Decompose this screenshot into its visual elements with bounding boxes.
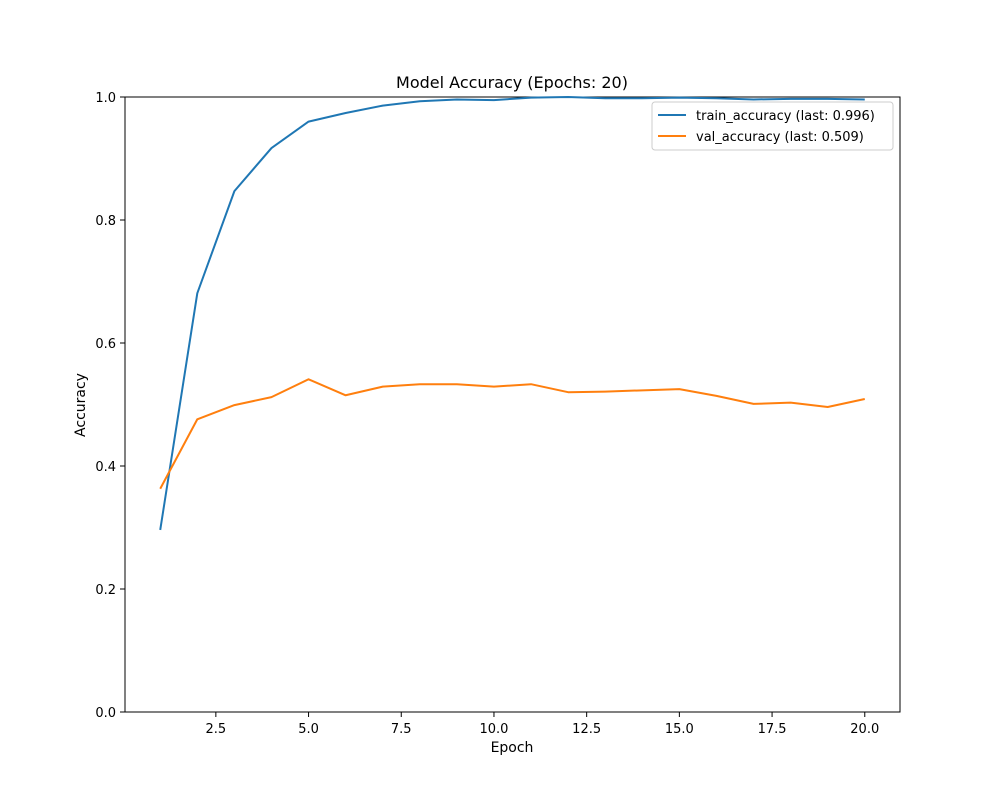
legend-label: train_accuracy (last: 0.996)	[696, 109, 875, 124]
y-axis-label: Accuracy	[73, 373, 89, 437]
y-tick-label: 0.2	[95, 583, 116, 598]
x-tick-label: 5.0	[298, 722, 319, 737]
legend: train_accuracy (last: 0.996) val_accuracy…	[651, 101, 894, 151]
x-axis-label: Epoch	[491, 740, 534, 756]
x-tick-label: 17.5	[758, 722, 787, 737]
x-tick-label: 2.5	[206, 722, 227, 737]
y-tick-label: 0.8	[95, 214, 116, 229]
y-tick-label: 0.0	[95, 706, 116, 721]
val-accuracy-line	[159, 378, 865, 490]
x-tick-label: 10.0	[479, 722, 508, 737]
x-tick-label: 7.5	[391, 722, 412, 737]
x-tick-label: 20.0	[850, 722, 879, 737]
chart-title: Model Accuracy (Epochs: 20)	[396, 73, 628, 92]
x-tick-label: 12.5	[572, 722, 601, 737]
legend-label: val_accuracy (last: 0.509)	[696, 130, 864, 145]
axes-frame	[124, 96, 901, 713]
y-tick-label: 0.4	[95, 460, 116, 475]
y-tick-label: 1.0	[95, 91, 116, 106]
plot-area: 2.5 5.0 7.5 10.0 12.5 15.0 17.5 20.0 0.0 0.2 0.4 0.…	[95, 91, 901, 737]
legend-box	[651, 101, 894, 151]
x-tick-label: 15.0	[665, 722, 694, 737]
series-group	[159, 96, 865, 531]
y-tick-label: 0.6	[95, 337, 116, 352]
train-accuracy-line	[159, 96, 865, 531]
